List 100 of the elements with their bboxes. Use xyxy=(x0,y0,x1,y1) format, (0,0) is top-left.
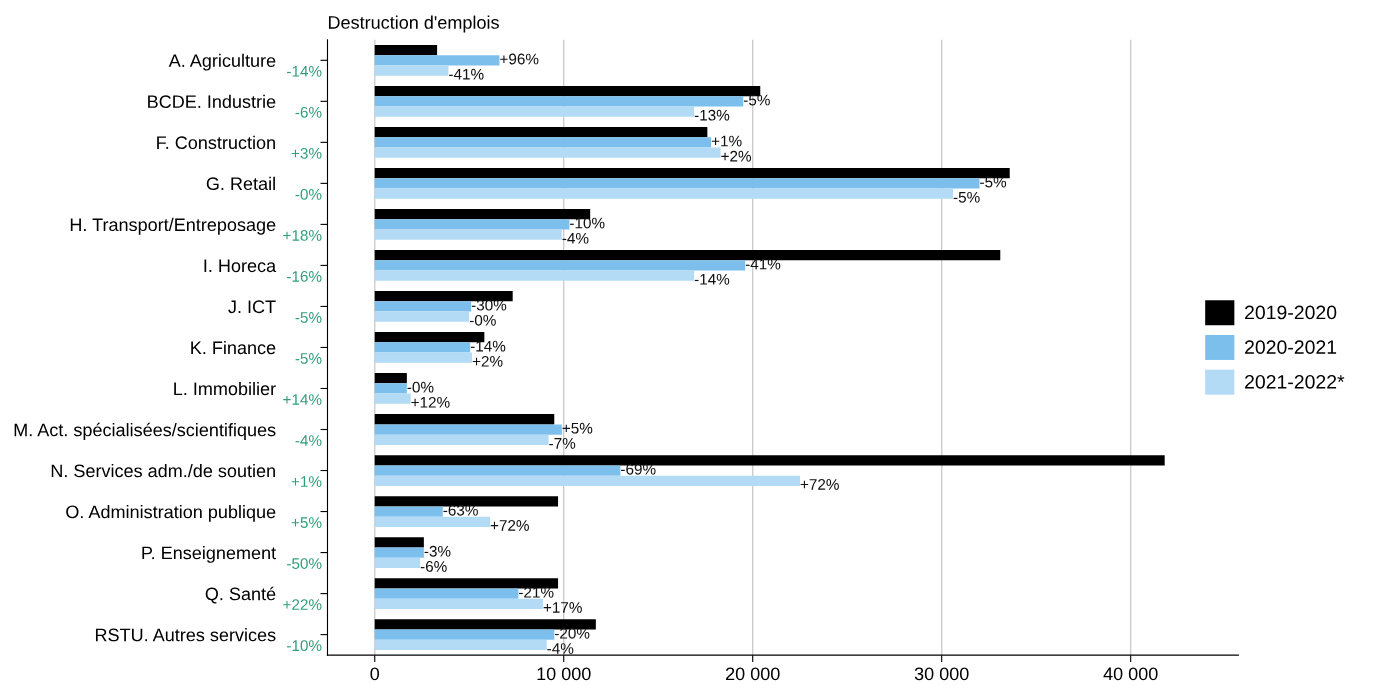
text: +14% xyxy=(283,394,322,405)
bar xyxy=(374,137,712,148)
text: +1% xyxy=(291,476,322,487)
annotation: +72% xyxy=(800,478,839,490)
bar xyxy=(374,588,519,599)
annotation: +72% xyxy=(490,520,529,531)
bar xyxy=(374,342,471,353)
annotation: +2% xyxy=(472,355,503,367)
text: +22% xyxy=(283,599,322,610)
bar xyxy=(374,629,555,640)
bar xyxy=(374,578,559,589)
x-tick-label: 20 000 xyxy=(726,667,780,681)
y-tick-label: G. Retail xyxy=(206,176,275,191)
annotation: -10% xyxy=(570,217,605,229)
y-tick-label: F. Construction xyxy=(157,135,275,150)
text: +5% xyxy=(291,517,322,528)
annotation: -63% xyxy=(443,504,478,516)
x-tick-label: 0 xyxy=(370,667,380,681)
x-tick-label: 10 000 xyxy=(537,667,591,681)
bar xyxy=(374,219,570,230)
text: -6% xyxy=(295,106,322,118)
annotation: +96% xyxy=(500,53,539,65)
bar xyxy=(374,147,721,158)
y-tick-label: H. Transport/Entreposage xyxy=(70,217,276,235)
y-tick-label: N. Services adm./de soutien xyxy=(51,463,275,478)
bar xyxy=(374,270,695,281)
y-tick-label: P. Enseignement xyxy=(142,546,276,563)
annotation: -41% xyxy=(449,68,484,80)
annotation: +2% xyxy=(721,150,752,162)
bar xyxy=(374,352,473,363)
bar xyxy=(374,126,708,138)
bar xyxy=(374,260,746,271)
legend-label: 2019-2020 xyxy=(1245,305,1337,320)
annotation: +1% xyxy=(711,135,742,147)
y-tick-label: J. ICT xyxy=(228,300,276,314)
bar xyxy=(374,96,744,107)
annotation: -20% xyxy=(554,627,590,639)
annotation: -5% xyxy=(953,191,980,203)
text: -5% xyxy=(295,353,322,364)
y-tick-label: Q. Santé xyxy=(205,586,276,604)
annotation: -0% xyxy=(407,381,434,393)
annotation: -0% xyxy=(469,314,496,326)
annotation: -7% xyxy=(549,438,576,449)
text: -10% xyxy=(287,640,322,652)
annotation: -3% xyxy=(424,545,451,557)
annotation: -13% xyxy=(694,109,730,121)
bar xyxy=(374,393,411,404)
annotation: -21% xyxy=(519,586,554,598)
bar xyxy=(374,537,424,548)
text: -50% xyxy=(287,558,322,569)
bar xyxy=(374,65,449,76)
bar xyxy=(374,639,547,650)
bar xyxy=(374,465,621,476)
bar xyxy=(374,44,438,56)
bar xyxy=(374,506,443,517)
annotation: -69% xyxy=(621,463,656,475)
y-tick-label: O. Administration publique xyxy=(66,505,276,522)
bar xyxy=(374,229,562,240)
y-tick-label: I. Horeca xyxy=(204,259,277,273)
text: -5% xyxy=(295,312,322,323)
bar xyxy=(374,557,421,568)
annotation: -4% xyxy=(547,643,574,654)
bar xyxy=(374,311,470,322)
annotation: -14% xyxy=(470,340,506,352)
bar xyxy=(374,619,596,630)
text: -4% xyxy=(295,435,322,446)
annotation: +5% xyxy=(562,422,593,434)
bar xyxy=(374,475,800,486)
annotation: -14% xyxy=(694,273,730,285)
text: -14% xyxy=(287,65,322,77)
legend-label: 2020-2021 xyxy=(1245,340,1337,355)
annotation: -41% xyxy=(745,258,781,270)
y-tick-label: A. Agriculture xyxy=(168,53,276,71)
annotation: -4% xyxy=(562,232,589,244)
annotation: -5% xyxy=(980,176,1007,188)
bar xyxy=(374,547,424,558)
y-tick-label: RSTU. Autres services xyxy=(95,628,276,642)
x-tick-label: 30 000 xyxy=(914,667,969,681)
y-tick-label: BCDE. Industrie xyxy=(148,94,276,109)
bar xyxy=(374,383,407,394)
bar xyxy=(374,178,980,189)
annotation: +17% xyxy=(543,602,582,613)
bar xyxy=(374,424,562,435)
bar xyxy=(374,373,407,384)
legend-label: 2021-2022* xyxy=(1245,374,1345,389)
y-tick-label: M. Act. spécialisées/scientifiques xyxy=(14,422,276,440)
annotation: -6% xyxy=(420,561,447,572)
text: -0% xyxy=(295,188,322,200)
x-tick-label: 40 000 xyxy=(1103,667,1158,681)
bar xyxy=(374,188,954,199)
text: -16% xyxy=(287,271,322,282)
bar xyxy=(374,516,491,527)
bar xyxy=(374,598,543,609)
bar xyxy=(374,55,500,66)
y-tick-label: L. Immobilier xyxy=(174,381,276,396)
bar xyxy=(374,106,695,117)
text: +18% xyxy=(283,229,322,241)
annotation: -30% xyxy=(471,299,507,311)
chart-title: Destruction d'emplois xyxy=(328,15,499,33)
bar xyxy=(374,301,472,312)
